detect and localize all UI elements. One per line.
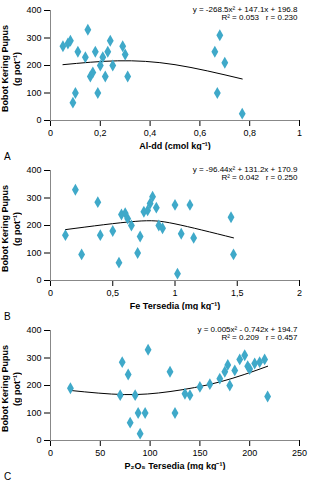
svg-text:0: 0 <box>36 275 41 285</box>
svg-text:100: 100 <box>26 88 41 98</box>
svg-text:400: 400 <box>26 5 41 15</box>
svg-text:150: 150 <box>192 448 207 458</box>
svg-text:400: 400 <box>26 165 41 175</box>
svg-text:400: 400 <box>26 325 41 335</box>
svg-text:1,5: 1,5 <box>231 288 244 298</box>
svg-text:0,4: 0,4 <box>144 128 157 138</box>
svg-text:200: 200 <box>242 448 257 458</box>
svg-text:200: 200 <box>26 220 41 230</box>
svg-text:y = 0.005x² - 0.742x + 194.7R²: y = 0.005x² - 0.742x + 194.7R² = 0.209 r… <box>197 325 298 342</box>
html-text:Bobot Kering Pupus (g pot⁻¹): Bobot Kering Pupus (g pot⁻¹) <box>0 345 22 433</box>
svg-text:Fe Tersedia (mg kg⁻¹): Fe Tersedia (mg kg⁻¹) <box>130 301 220 311</box>
svg-text:y = -96.44x² + 131.2x + 170.9R: y = -96.44x² + 131.2x + 170.9R² = 0.042 … <box>193 165 298 182</box>
svg-text:Al-dd (cmol kg⁻¹): Al-dd (cmol kg⁻¹) <box>139 141 211 151</box>
svg-text:y = -268.5x² + 147.1x + 196.8R: y = -268.5x² + 147.1x + 196.8R² = 0.053 … <box>193 5 298 22</box>
html-text:Bobot Kering Pupus (g pot⁻¹): Bobot Kering Pupus (g pot⁻¹) <box>0 25 22 113</box>
svg-text:0: 0 <box>36 115 41 125</box>
svg-text:1: 1 <box>172 288 177 298</box>
svg-text:100: 100 <box>26 248 41 258</box>
svg-text:0: 0 <box>48 448 53 458</box>
svg-text:200: 200 <box>26 380 41 390</box>
svg-text:P₂O₅ Tersedia (mg kg⁻¹): P₂O₅ Tersedia (mg kg⁻¹) <box>125 461 226 471</box>
svg-text:250: 250 <box>292 448 307 458</box>
html-text:B: B <box>4 311 11 322</box>
svg-text:0: 0 <box>48 128 53 138</box>
svg-text:0,2: 0,2 <box>94 128 107 138</box>
svg-text:200: 200 <box>26 60 41 70</box>
html-text:A: A <box>4 151 11 162</box>
svg-text:300: 300 <box>26 193 41 203</box>
svg-text:300: 300 <box>26 353 41 363</box>
svg-text:0,8: 0,8 <box>243 128 256 138</box>
svg-text:2: 2 <box>297 288 302 298</box>
svg-text:0,6: 0,6 <box>194 128 207 138</box>
svg-text:100: 100 <box>26 408 41 418</box>
svg-text:300: 300 <box>26 33 41 43</box>
svg-text:0: 0 <box>36 435 41 445</box>
svg-text:100: 100 <box>143 448 158 458</box>
svg-text:0,5: 0,5 <box>106 288 119 298</box>
html-text:C: C <box>4 471 12 482</box>
svg-text:50: 50 <box>95 448 105 458</box>
html-text:Bobot Kering Pupus (g pot⁻¹): Bobot Kering Pupus (g pot⁻¹) <box>0 185 22 273</box>
svg-text:0: 0 <box>48 288 53 298</box>
svg-text:1: 1 <box>297 128 302 138</box>
